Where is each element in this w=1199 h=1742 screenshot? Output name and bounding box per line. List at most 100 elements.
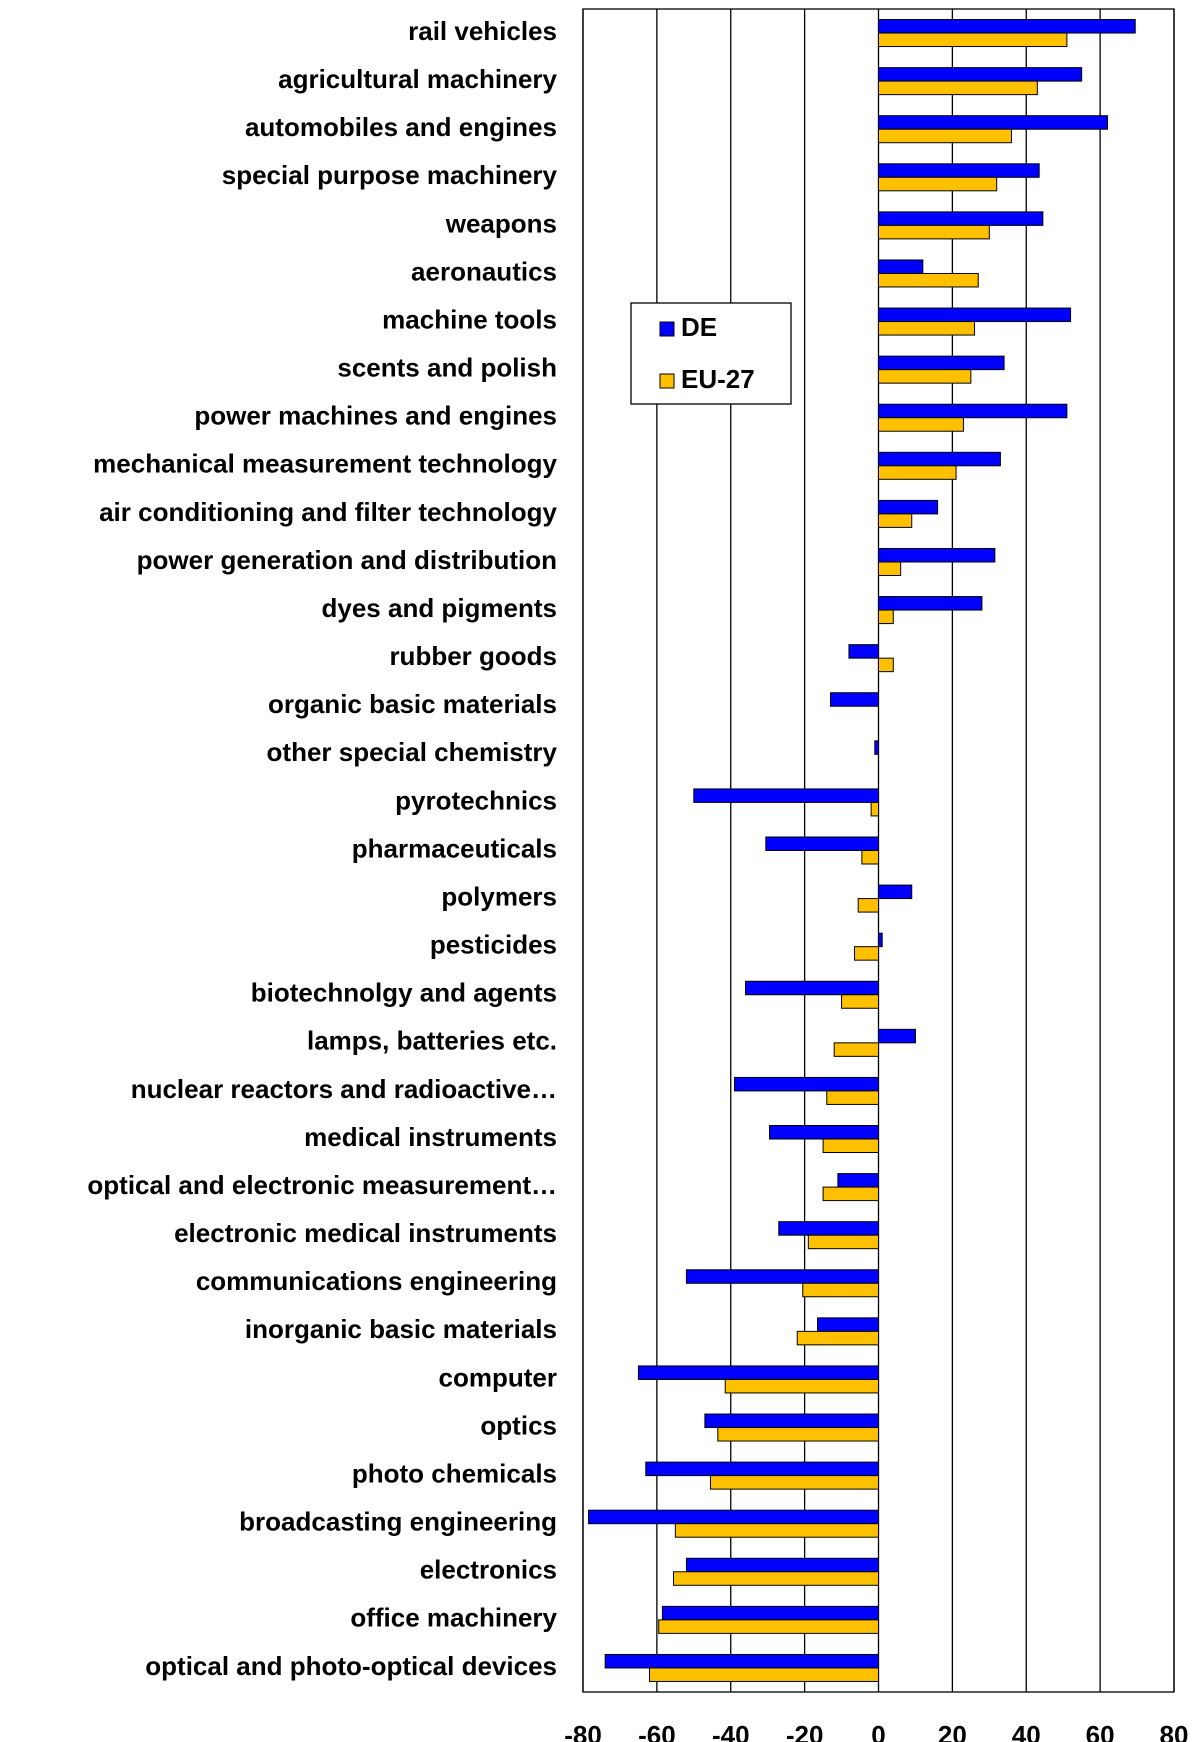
y-tick-label: lamps, batteries etc. <box>307 1026 557 1056</box>
bar <box>637 1365 879 1380</box>
bar <box>724 1378 879 1394</box>
bar <box>878 19 1136 34</box>
y-tick-label: nuclear reactors and radioactive… <box>131 1074 557 1104</box>
bar <box>604 1653 879 1669</box>
plot-border <box>582 8 1175 1693</box>
bar <box>878 355 1005 371</box>
y-tick-label: air conditioning and filter technology <box>99 497 557 527</box>
y-tick-label: agricultural machinery <box>278 64 557 94</box>
x-tick-label: -60 <box>638 1720 676 1742</box>
bar <box>848 644 880 659</box>
bar <box>878 259 924 274</box>
bar <box>878 465 957 480</box>
bar <box>778 1221 879 1236</box>
bar <box>878 657 894 673</box>
bar <box>878 499 939 515</box>
y-tick-label: pharmaceuticals <box>352 833 557 863</box>
bar <box>861 850 879 865</box>
x-tick-label: 40 <box>1012 1720 1041 1742</box>
y-tick-label: automobiles and engines <box>245 112 557 142</box>
bar <box>878 32 1068 48</box>
bar <box>878 1028 916 1044</box>
bar <box>841 994 879 1009</box>
bar <box>685 1557 879 1573</box>
bar <box>878 403 1068 419</box>
bar <box>693 788 879 803</box>
y-tick-label: polymers <box>441 881 557 911</box>
y-tick-label: organic basic materials <box>268 689 557 719</box>
bar <box>817 1317 879 1332</box>
y-tick-label: electronic medical instruments <box>174 1218 557 1248</box>
bar <box>588 1509 880 1525</box>
legend-label: DE <box>681 312 717 342</box>
x-tick-label: 0 <box>871 1720 885 1742</box>
bar <box>878 547 996 563</box>
bar <box>822 1138 879 1154</box>
y-tick-label: optics <box>480 1410 557 1440</box>
bar <box>878 115 1109 130</box>
y-tick-label: aeronautics <box>411 256 557 286</box>
bar <box>685 1269 879 1284</box>
bar <box>717 1427 880 1442</box>
legend-box <box>630 302 792 405</box>
y-tick-label: computer <box>439 1362 557 1392</box>
bar <box>661 1605 880 1621</box>
bar <box>878 176 998 192</box>
x-tick-label: 80 <box>1160 1720 1189 1742</box>
y-tick-label: power generation and distribution <box>137 545 557 575</box>
x-tick-label: -20 <box>786 1720 824 1742</box>
x-tick-label: -80 <box>564 1720 602 1742</box>
y-tick-label: pyrotechnics <box>395 785 557 815</box>
bar <box>829 692 880 707</box>
bar <box>648 1667 879 1682</box>
bar <box>826 1090 879 1105</box>
bar <box>833 1042 879 1057</box>
y-tick-label: rail vehicles <box>408 16 557 46</box>
y-tick-label: optical and photo-optical devices <box>145 1651 557 1681</box>
legend-swatch <box>659 321 675 337</box>
bar <box>645 1461 880 1477</box>
y-tick-label: office machinery <box>350 1603 557 1633</box>
y-tick-label: scents and polish <box>337 353 557 383</box>
bar <box>878 80 1038 96</box>
bar <box>878 211 1044 226</box>
bar <box>878 307 1072 323</box>
bar <box>878 272 979 288</box>
bar <box>878 163 1040 178</box>
bar <box>857 898 880 913</box>
bar <box>704 1413 879 1429</box>
y-tick-label: communications engineering <box>196 1266 557 1296</box>
bar <box>765 836 880 851</box>
bar <box>709 1475 880 1490</box>
bar <box>853 946 879 961</box>
y-tick-label: weapons <box>445 208 557 238</box>
bar <box>796 1330 879 1346</box>
y-tick-label: photo chemicals <box>352 1458 557 1488</box>
bar <box>878 596 983 611</box>
bar <box>878 884 913 900</box>
bar <box>878 561 902 576</box>
bar <box>878 321 976 336</box>
legend-label: EU-27 <box>681 364 755 394</box>
y-tick-label: inorganic basic materials <box>245 1314 557 1344</box>
bar <box>837 1173 880 1188</box>
y-tick-label: biotechnolgy and agents <box>251 978 557 1008</box>
y-tick-label: medical instruments <box>304 1122 557 1152</box>
y-tick-label: dyes and pigments <box>322 593 558 623</box>
bar <box>874 740 880 755</box>
bar <box>769 1125 879 1140</box>
bar <box>822 1186 879 1202</box>
y-tick-label: other special chemistry <box>267 737 558 767</box>
y-tick-label: machine tools <box>382 304 557 334</box>
y-tick-label: rubber goods <box>389 641 557 671</box>
bar <box>878 932 883 948</box>
bar <box>658 1619 879 1634</box>
bar <box>674 1523 879 1538</box>
bar <box>878 451 1001 467</box>
bar <box>878 369 972 384</box>
bar <box>745 980 880 996</box>
y-tick-label: optical and electronic measurement… <box>87 1170 557 1200</box>
x-tick-label: 20 <box>938 1720 967 1742</box>
y-tick-label: pesticides <box>430 930 557 960</box>
y-tick-label: mechanical measurement technology <box>93 449 557 479</box>
